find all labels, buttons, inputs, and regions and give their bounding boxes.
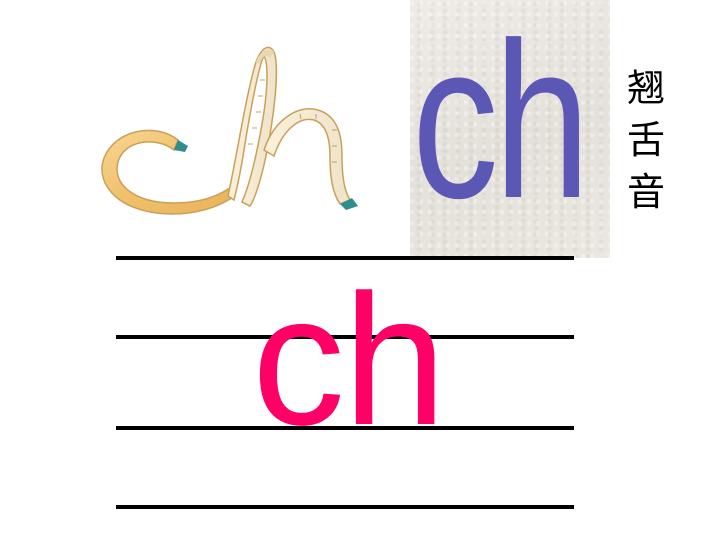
ch-print-card: ch xyxy=(410,0,610,258)
main-ch-letters: ch xyxy=(252,257,446,464)
ribbon-illustration xyxy=(60,0,405,240)
retroflex-label: 翘 舌 音 xyxy=(624,62,668,218)
label-char-3: 音 xyxy=(626,170,665,214)
guide-line-upper-mid xyxy=(116,335,574,339)
label-char-1: 翘 xyxy=(626,66,665,110)
paper-texture xyxy=(410,0,610,258)
guide-line-bottom xyxy=(116,505,574,509)
guide-line-top xyxy=(116,256,574,260)
label-char-2: 舌 xyxy=(626,118,665,162)
ribbon-ch-icon xyxy=(101,46,358,215)
card-ch-letters: ch xyxy=(412,0,590,245)
guide-line-lower-mid xyxy=(116,426,574,430)
